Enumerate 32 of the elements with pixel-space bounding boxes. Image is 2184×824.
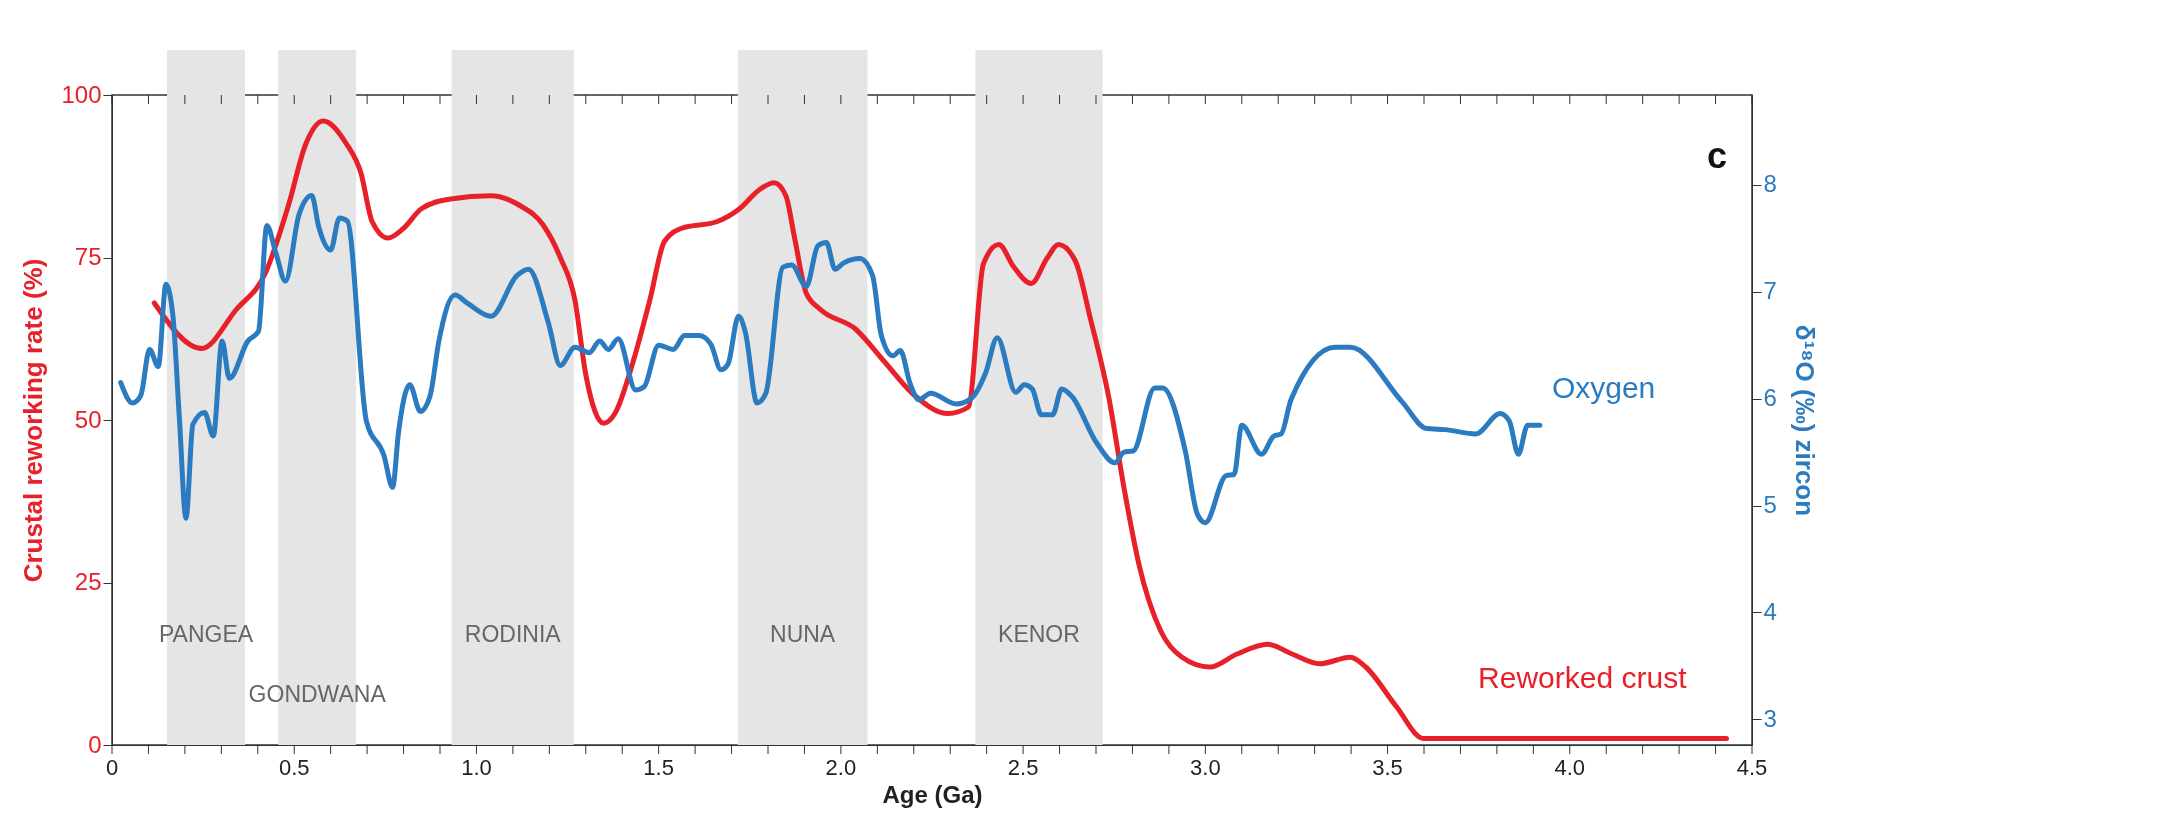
x-tick-label: 0: [105, 755, 119, 780]
x-tick-label: 4.5: [1736, 755, 1768, 780]
x-tick-label: 1.0: [461, 755, 492, 780]
x-tick-label: 3.0: [1190, 755, 1221, 780]
band-label: NUNA: [770, 620, 836, 647]
y2-axis-title: δ¹⁸O (‰) zircon: [1789, 324, 1820, 517]
x-axis-title: Age (Ga): [882, 780, 983, 808]
x-tick-label: 4.0: [1554, 755, 1586, 780]
x-tick-label: 2.5: [1007, 755, 1039, 780]
x-tick-label: 0.5: [278, 755, 310, 780]
y2-tick-label: 7: [1763, 277, 1777, 305]
band-label: GONDWANA: [248, 680, 387, 707]
series-label: Reworked crust: [1478, 660, 1688, 694]
band-label: KENOR: [998, 620, 1080, 647]
band-label: RODINIA: [464, 620, 562, 647]
y2-tick-label: 8: [1763, 170, 1777, 198]
annotation: c: [1706, 135, 1727, 176]
y-tick-label: 100: [61, 80, 102, 108]
y2-tick-label: 6: [1763, 384, 1777, 412]
series-label: Oxygen: [1551, 371, 1656, 405]
y-tick-label: 25: [74, 568, 102, 595]
y2-tick-label: 5: [1763, 491, 1777, 519]
x-tick-label: 1.5: [643, 755, 674, 780]
y-tick-label: 50: [74, 405, 102, 433]
x-tick-label: 2.0: [825, 755, 857, 780]
y2-tick-label: 4: [1763, 597, 1777, 625]
x-tick-label: 3.5: [1372, 755, 1403, 780]
band-label: PANGEA: [158, 620, 254, 647]
y-tick-label: 0: [88, 730, 102, 758]
y-tick-label: 75: [74, 243, 102, 270]
y2-tick-label: 3: [1763, 704, 1777, 732]
y-axis-title: Crustal reworking rate (%): [18, 258, 49, 583]
